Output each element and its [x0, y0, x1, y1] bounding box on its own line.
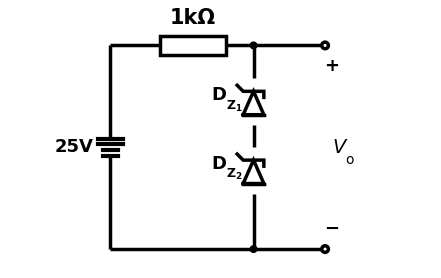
Text: +: +: [325, 57, 340, 75]
Text: $\mathrm{o}$: $\mathrm{o}$: [345, 153, 355, 167]
Circle shape: [250, 42, 257, 49]
Text: $V$: $V$: [332, 138, 348, 157]
Text: $\bf{D}$: $\bf{D}$: [211, 86, 227, 104]
Text: 25V: 25V: [55, 138, 94, 156]
Text: −: −: [325, 219, 340, 237]
Circle shape: [250, 246, 257, 252]
Text: $\bf{Z_1}$: $\bf{Z_1}$: [226, 98, 243, 113]
Text: $\bf{D}$: $\bf{D}$: [211, 155, 227, 173]
Text: $\bf{Z_2}$: $\bf{Z_2}$: [226, 167, 243, 182]
Bar: [160, 36, 226, 55]
Text: 1kΩ: 1kΩ: [170, 8, 216, 28]
